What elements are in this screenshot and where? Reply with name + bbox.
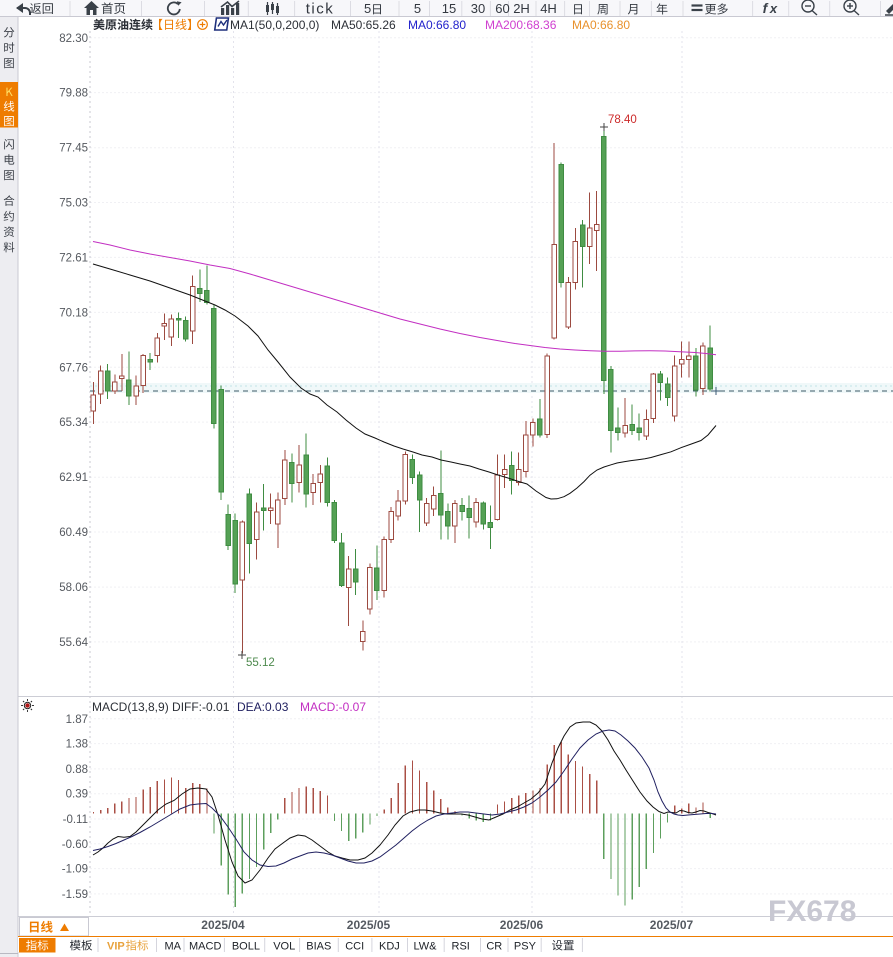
svg-text:1.38: 1.38 bbox=[66, 739, 88, 751]
svg-text:MACD:-0.07: MACD:-0.07 bbox=[300, 700, 366, 714]
svg-text:RSI: RSI bbox=[452, 941, 470, 953]
svg-text:-0.11: -0.11 bbox=[63, 814, 88, 826]
svg-text:55.64: 55.64 bbox=[59, 637, 88, 649]
svg-text:-0.60: -0.60 bbox=[62, 839, 88, 851]
svg-text:VIP: VIP bbox=[107, 941, 125, 953]
svg-text:5: 5 bbox=[364, 1, 371, 16]
svg-text:MACD: MACD bbox=[189, 941, 221, 953]
svg-text:65.34: 65.34 bbox=[59, 417, 88, 429]
svg-text:58.06: 58.06 bbox=[59, 582, 88, 594]
svg-text:x: x bbox=[769, 1, 778, 16]
svg-text:2H: 2H bbox=[513, 1, 530, 16]
svg-text:MA50:65.26: MA50:65.26 bbox=[331, 18, 396, 32]
svg-text:MA0:66.80: MA0:66.80 bbox=[408, 18, 466, 32]
svg-text:4H: 4H bbox=[540, 1, 557, 16]
svg-text:75.03: 75.03 bbox=[59, 198, 88, 210]
svg-text:2025/04: 2025/04 bbox=[201, 918, 245, 932]
svg-text:82.30: 82.30 bbox=[59, 33, 88, 45]
svg-text:55.12: 55.12 bbox=[246, 657, 275, 669]
svg-text:15: 15 bbox=[442, 1, 456, 16]
svg-text:MA1(50,0,200,0): MA1(50,0,200,0) bbox=[230, 18, 319, 32]
svg-text:70.18: 70.18 bbox=[59, 307, 88, 319]
svg-text:5: 5 bbox=[414, 1, 421, 16]
svg-text:67.76: 67.76 bbox=[59, 362, 88, 374]
svg-text:60.49: 60.49 bbox=[59, 527, 88, 539]
svg-text:MACD(13,8,9) DIFF:-0.01: MACD(13,8,9) DIFF:-0.01 bbox=[92, 700, 230, 714]
svg-text:KDJ: KDJ bbox=[379, 941, 400, 953]
svg-text:CCI: CCI bbox=[345, 941, 364, 953]
svg-text:0.39: 0.39 bbox=[66, 789, 88, 801]
svg-text:VOL: VOL bbox=[273, 941, 295, 953]
svg-text:62.91: 62.91 bbox=[59, 472, 88, 484]
svg-text:MA200:68.36: MA200:68.36 bbox=[485, 18, 557, 32]
svg-text:MA: MA bbox=[164, 941, 181, 953]
svg-text:LW&: LW& bbox=[413, 941, 437, 953]
svg-text:2025/06: 2025/06 bbox=[500, 918, 544, 932]
svg-text:77.45: 77.45 bbox=[59, 143, 88, 155]
svg-text:0.88: 0.88 bbox=[66, 764, 88, 776]
svg-text:79.88: 79.88 bbox=[59, 88, 88, 100]
svg-text:DEA:0.03: DEA:0.03 bbox=[237, 700, 289, 714]
svg-text:72.61: 72.61 bbox=[59, 252, 88, 264]
svg-text:f: f bbox=[763, 0, 769, 16]
svg-text:60: 60 bbox=[495, 1, 509, 16]
svg-text:30: 30 bbox=[471, 1, 485, 16]
svg-text:MA0:66.80: MA0:66.80 bbox=[572, 18, 630, 32]
svg-text:FX678: FX678 bbox=[768, 895, 856, 928]
svg-text:CR: CR bbox=[486, 941, 502, 953]
svg-text:PSY: PSY bbox=[514, 941, 537, 953]
svg-text:78.40: 78.40 bbox=[608, 114, 637, 126]
svg-text:2025/07: 2025/07 bbox=[650, 918, 694, 932]
svg-text:-1.59: -1.59 bbox=[62, 889, 88, 901]
svg-text:-1.09: -1.09 bbox=[62, 864, 88, 876]
svg-text:1.87: 1.87 bbox=[66, 714, 88, 726]
svg-text:tick: tick bbox=[306, 1, 335, 18]
svg-text:2025/05: 2025/05 bbox=[347, 918, 391, 932]
svg-text:BOLL: BOLL bbox=[232, 941, 260, 953]
svg-text:BIAS: BIAS bbox=[306, 941, 331, 953]
